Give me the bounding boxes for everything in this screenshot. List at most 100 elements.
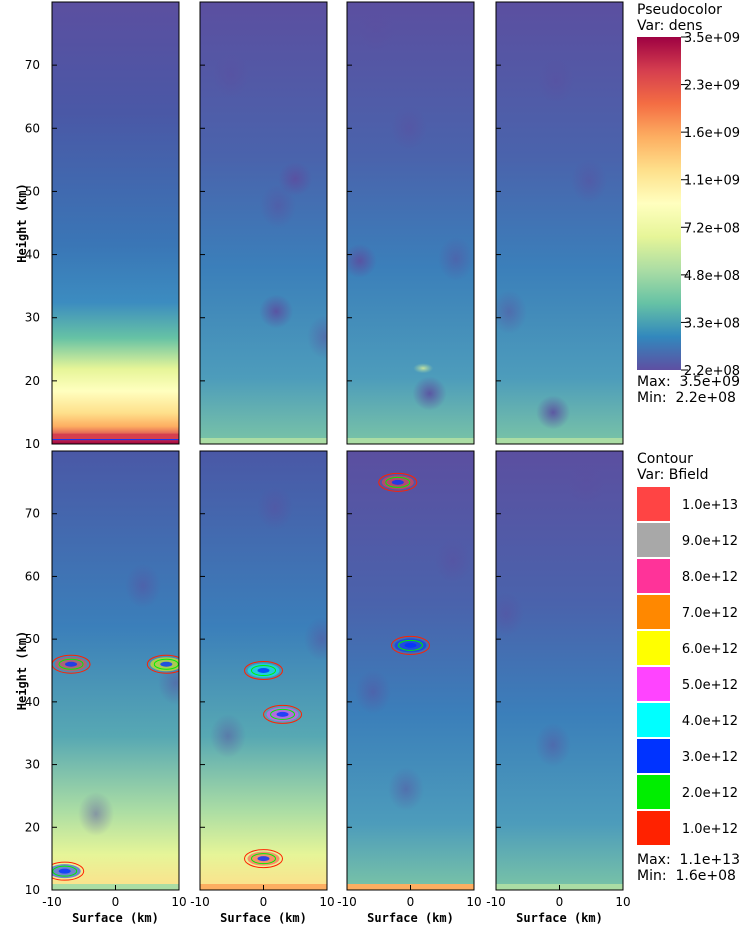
pseudocolor-colorbar — [637, 37, 681, 370]
x-axis-label: Surface (km) — [367, 911, 454, 925]
x-axis-label: Surface (km) — [72, 911, 159, 925]
x-tick-label: -10 — [337, 895, 357, 909]
bfield-contour-line — [52, 865, 78, 877]
x-tick-label: 10 — [615, 895, 630, 909]
low-density-blob — [538, 59, 574, 103]
bfield-contour-core — [65, 661, 78, 667]
pseudocolor-legend-label: 1.1e+09 — [684, 174, 740, 189]
low-density-blob — [438, 237, 474, 281]
x-tick-label: -10 — [190, 895, 210, 909]
contour-max: Max: 1.1e+13 — [637, 852, 740, 868]
contour-swatch — [637, 523, 670, 557]
low-density-vortex — [278, 161, 313, 196]
bfield-contour-line — [263, 704, 303, 724]
y-tick-label: 20 — [25, 374, 40, 388]
bfield-contour-core — [58, 868, 71, 874]
low-density-blob — [304, 617, 327, 661]
contour-legend-variable: Var: Bfield — [637, 467, 709, 483]
x-tick-label: 10 — [466, 895, 481, 909]
contour-legend-label: 2.0e+12 — [682, 786, 738, 801]
plot-panel-r0-c0 — [51, 1, 180, 445]
contour-swatch — [637, 775, 670, 809]
bfield-contour-line — [244, 849, 283, 869]
bfield-contour-line — [146, 654, 179, 674]
pseudocolor-legend: Pseudocolor Var: dens 3.5e+09 2.3e+09 1.6e… — [637, 2, 740, 406]
pseudocolor-legend-label: 1.6e+09 — [684, 126, 740, 141]
low-density-blob — [568, 461, 604, 505]
contour-swatch — [637, 559, 670, 593]
plot-panel-r1-c2 — [346, 450, 475, 891]
contour-legend-label: 1.0e+13 — [682, 498, 738, 513]
y-axis-label: Height (km) — [15, 631, 29, 710]
bfield-contour-core — [276, 711, 289, 717]
low-density-vortex — [412, 376, 447, 411]
contour-min: Min: 1.6e+08 — [637, 868, 736, 884]
low-density-blob — [213, 53, 249, 97]
contour-legend-label: 7.0e+12 — [682, 606, 738, 621]
y-tick-label: 10 — [25, 437, 40, 451]
panel-frame — [346, 1, 475, 445]
surface-layer — [496, 438, 623, 444]
low-density-blob — [260, 184, 296, 228]
x-axis-label: Surface (km) — [220, 911, 307, 925]
y-tick-label: 70 — [25, 58, 40, 72]
panel-frame — [51, 1, 180, 445]
pseudocolor-legend-labels: 3.5e+09 2.3e+09 1.6e+09 1.1e+09 7.2e+08 4.8e+… — [681, 31, 740, 379]
panel-grid — [51, 1, 624, 891]
contour-swatch — [637, 739, 670, 773]
plot-panel-r0-c2 — [346, 1, 475, 445]
contour-legend-label: 3.0e+12 — [682, 750, 738, 765]
low-density-blob — [78, 792, 114, 836]
bfield-contour-line — [378, 472, 418, 492]
dense-base-layer — [52, 433, 179, 440]
contour-legend: Contour Var: Bfield 1.0e+13 9.0e+12 8.0e+1… — [637, 451, 740, 884]
pseudocolor-legend-label: 7.2e+08 — [684, 221, 740, 236]
pseudocolor-legend-variable: Var: dens — [637, 18, 702, 34]
low-density-blob — [355, 670, 391, 714]
bfield-contour-core — [160, 661, 173, 667]
bfield-contour-core — [257, 668, 270, 673]
contour-swatch — [637, 703, 670, 737]
low-density-vortex — [259, 294, 294, 329]
contour-legend-label: 5.0e+12 — [682, 678, 738, 693]
surface-layer — [347, 438, 474, 444]
bfield-contour-line — [270, 708, 296, 720]
bfield-contour-line — [251, 853, 276, 865]
y-tick-label: 30 — [25, 758, 40, 772]
contour-legend-label: 1.0e+12 — [682, 822, 738, 837]
low-density-blob — [158, 661, 179, 705]
low-density-blob — [391, 106, 427, 150]
contour-swatch — [637, 667, 670, 701]
pseudocolor-legend-label: 3.3e+08 — [684, 316, 740, 331]
bfield-contour-line — [153, 658, 179, 670]
x-tick-label: 0 — [112, 895, 120, 909]
pseudocolor-legend-label: 2.2e+08 — [684, 364, 740, 379]
low-density-blob — [496, 592, 524, 636]
bfield-contour-line — [251, 665, 276, 676]
x-tick-label: 0 — [407, 895, 415, 909]
x-axis-label: Surface (km) — [516, 911, 603, 925]
bfield-contour-line — [244, 661, 283, 680]
panel-frame — [199, 1, 328, 445]
bfield-contour-line — [385, 476, 411, 488]
bfield-contour-line — [391, 635, 430, 655]
surface-layer — [200, 438, 327, 444]
y-tick-label: 50 — [25, 184, 40, 198]
y-tick-label: 40 — [25, 695, 40, 709]
y-tick-label: 50 — [25, 632, 40, 646]
plot-panel-r1-c0 — [51, 450, 180, 891]
x-tick-label: 0 — [260, 895, 268, 909]
bfield-contour-core — [257, 856, 270, 862]
pseudocolor-max: Max: 3.5e+09 — [637, 374, 740, 390]
x-tick-label: 10 — [319, 895, 334, 909]
contour-swatch — [637, 487, 670, 521]
contour-swatch — [637, 595, 670, 629]
bfield-contour-core — [404, 642, 417, 648]
contour-swatch — [637, 631, 670, 665]
low-density-blob — [388, 767, 424, 811]
low-density-blob — [358, 6, 394, 50]
axes-group: 10 20 30 40 50 60 70 Height (km) 10 20 30 40 50 60 70 H… — [15, 58, 631, 925]
y-tick-label: 30 — [25, 311, 40, 325]
pseudocolor-legend-label: 4.8e+08 — [684, 269, 740, 284]
density-field — [347, 451, 474, 890]
